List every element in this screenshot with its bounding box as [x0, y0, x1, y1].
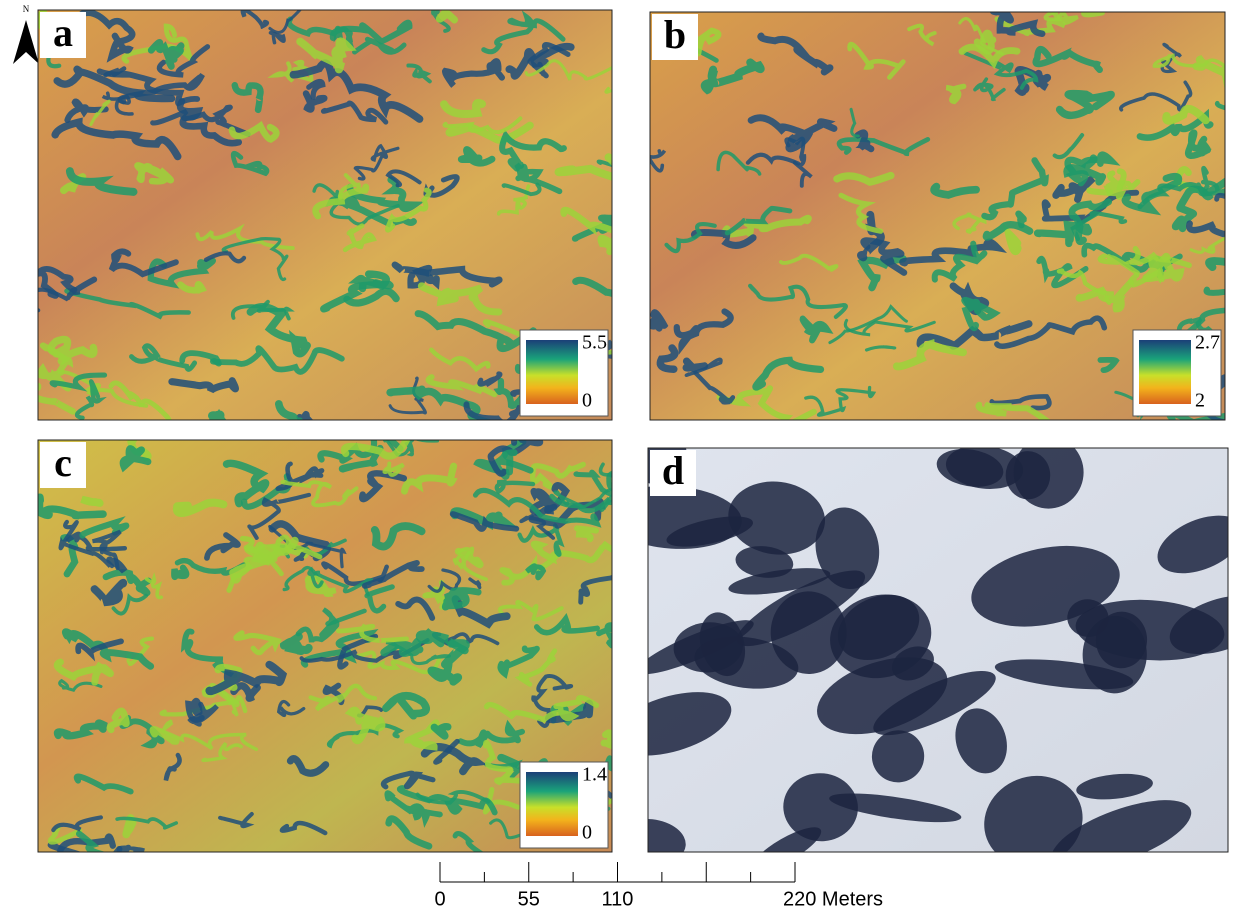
ridge-line	[1018, 214, 1024, 226]
panel-label: a	[53, 10, 73, 55]
scale-label: 220 Meters	[783, 888, 883, 910]
legend-max: 5.5	[582, 332, 607, 354]
scale-label: 55	[518, 888, 540, 910]
panel-label: b	[664, 12, 686, 57]
arrow	[13, 20, 39, 64]
north-arrow: N	[13, 4, 39, 64]
ridge-line	[1009, 234, 1018, 251]
ridge-line	[506, 453, 514, 472]
scale-label: 0	[434, 888, 445, 910]
map-panel: c 1.4 0	[38, 421, 704, 875]
figure: N a 5.5 0 b 2.7 2 c 1.4 0 d 0 55 110 220 Meters	[0, 0, 1235, 911]
north-label: N	[23, 4, 30, 14]
panel-label: c	[54, 440, 72, 485]
panel-label: d	[662, 448, 684, 493]
panels: a 5.5 0 b 2.7 2 c 1.4 0 d	[32, 0, 1235, 884]
legend-min: 2	[1195, 390, 1205, 412]
legend-min: 0	[582, 390, 592, 412]
legend-max: 1.4	[582, 764, 607, 786]
ridge-line	[604, 733, 611, 748]
map-panel: d	[602, 419, 1235, 884]
scale-bar: 0 55 110 220 Meters	[434, 862, 883, 910]
color-ramp	[526, 772, 578, 836]
ridge-line	[174, 568, 186, 577]
color-ramp	[526, 340, 578, 404]
ridge-line	[188, 701, 202, 720]
map-image	[602, 419, 1235, 884]
shadow-area	[1013, 436, 1083, 509]
legend-min: 0	[582, 822, 592, 844]
scale-label: 110	[602, 888, 634, 910]
ridge-line	[82, 499, 100, 503]
map-panel: b 2.7 2	[648, 8, 1235, 428]
map-panel: a 5.5 0	[32, 0, 692, 443]
legend-max: 2.7	[1195, 332, 1220, 354]
color-ramp	[1139, 340, 1191, 404]
